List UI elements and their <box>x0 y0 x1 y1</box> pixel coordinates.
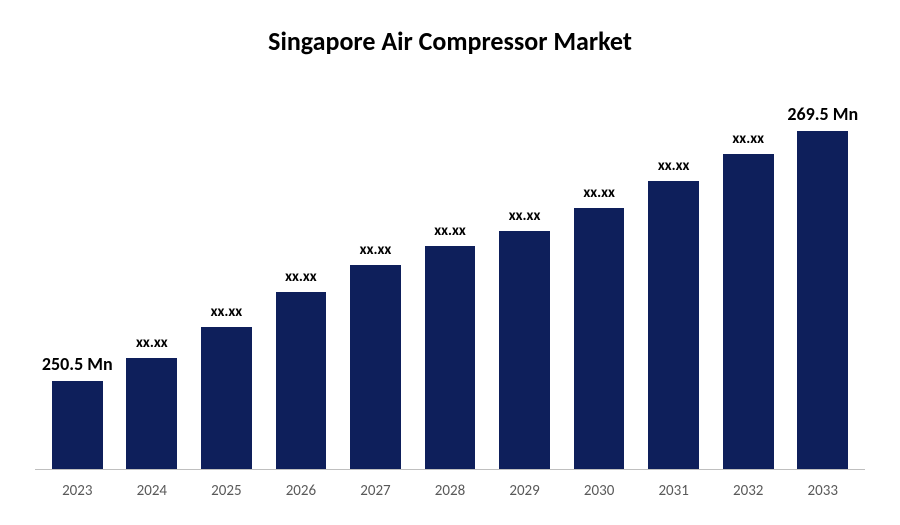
bar <box>499 231 550 469</box>
bar-group: xx.xx <box>115 85 190 469</box>
x-axis-label: 2028 <box>413 482 488 500</box>
bar <box>425 246 476 469</box>
x-axis-label: 2029 <box>487 482 562 500</box>
bar-value-label: xx.xx <box>136 334 168 352</box>
bar-group: 269.5 Mn <box>785 85 860 469</box>
bar-group: xx.xx <box>264 85 339 469</box>
bar-value-label: xx.xx <box>732 130 764 148</box>
x-axis-label: 2031 <box>636 482 711 500</box>
bar-value-label: xx.xx <box>658 157 690 175</box>
bar <box>723 154 774 469</box>
x-axis: 2023202420252026202720282029203020312032… <box>35 482 865 500</box>
bar-group: xx.xx <box>413 85 488 469</box>
bar <box>276 292 327 469</box>
bar-group: xx.xx <box>562 85 637 469</box>
bar-value-label: 250.5 Mn <box>42 353 113 375</box>
bar <box>797 131 848 469</box>
x-axis-label: 2024 <box>115 482 190 500</box>
bar <box>648 181 699 469</box>
x-axis-label: 2025 <box>189 482 264 500</box>
bar-value-label: 269.5 Mn <box>787 103 858 125</box>
x-axis-label: 2027 <box>338 482 413 500</box>
bar-value-label: xx.xx <box>583 184 615 202</box>
bar-value-label: xx.xx <box>509 207 541 225</box>
x-axis-label: 2023 <box>40 482 115 500</box>
bar-group: xx.xx <box>189 85 264 469</box>
bar-value-label: xx.xx <box>434 222 466 240</box>
chart-plot-area: 250.5 Mn xx.xx xx.xx xx.xx xx.xx xx.xx xx.xx xx… <box>35 85 865 470</box>
x-axis-label: 2032 <box>711 482 786 500</box>
bar-value-label: xx.xx <box>285 268 317 286</box>
bar-group: xx.xx <box>338 85 413 469</box>
bar <box>574 208 625 469</box>
bar-value-label: xx.xx <box>211 303 243 321</box>
bar <box>201 327 252 469</box>
bar-value-label: xx.xx <box>360 241 392 259</box>
x-axis-label: 2026 <box>264 482 339 500</box>
bar-group: xx.xx <box>711 85 786 469</box>
x-axis-label: 2033 <box>785 482 860 500</box>
bar-group: 250.5 Mn <box>40 85 115 469</box>
chart-title: Singapore Air Compressor Market <box>0 0 900 67</box>
bar-group: xx.xx <box>636 85 711 469</box>
bar <box>52 381 103 469</box>
bar-group: xx.xx <box>487 85 562 469</box>
bars-container: 250.5 Mn xx.xx xx.xx xx.xx xx.xx xx.xx xx.xx xx… <box>35 85 865 469</box>
bar <box>126 358 177 469</box>
x-axis-label: 2030 <box>562 482 637 500</box>
bar <box>350 265 401 469</box>
